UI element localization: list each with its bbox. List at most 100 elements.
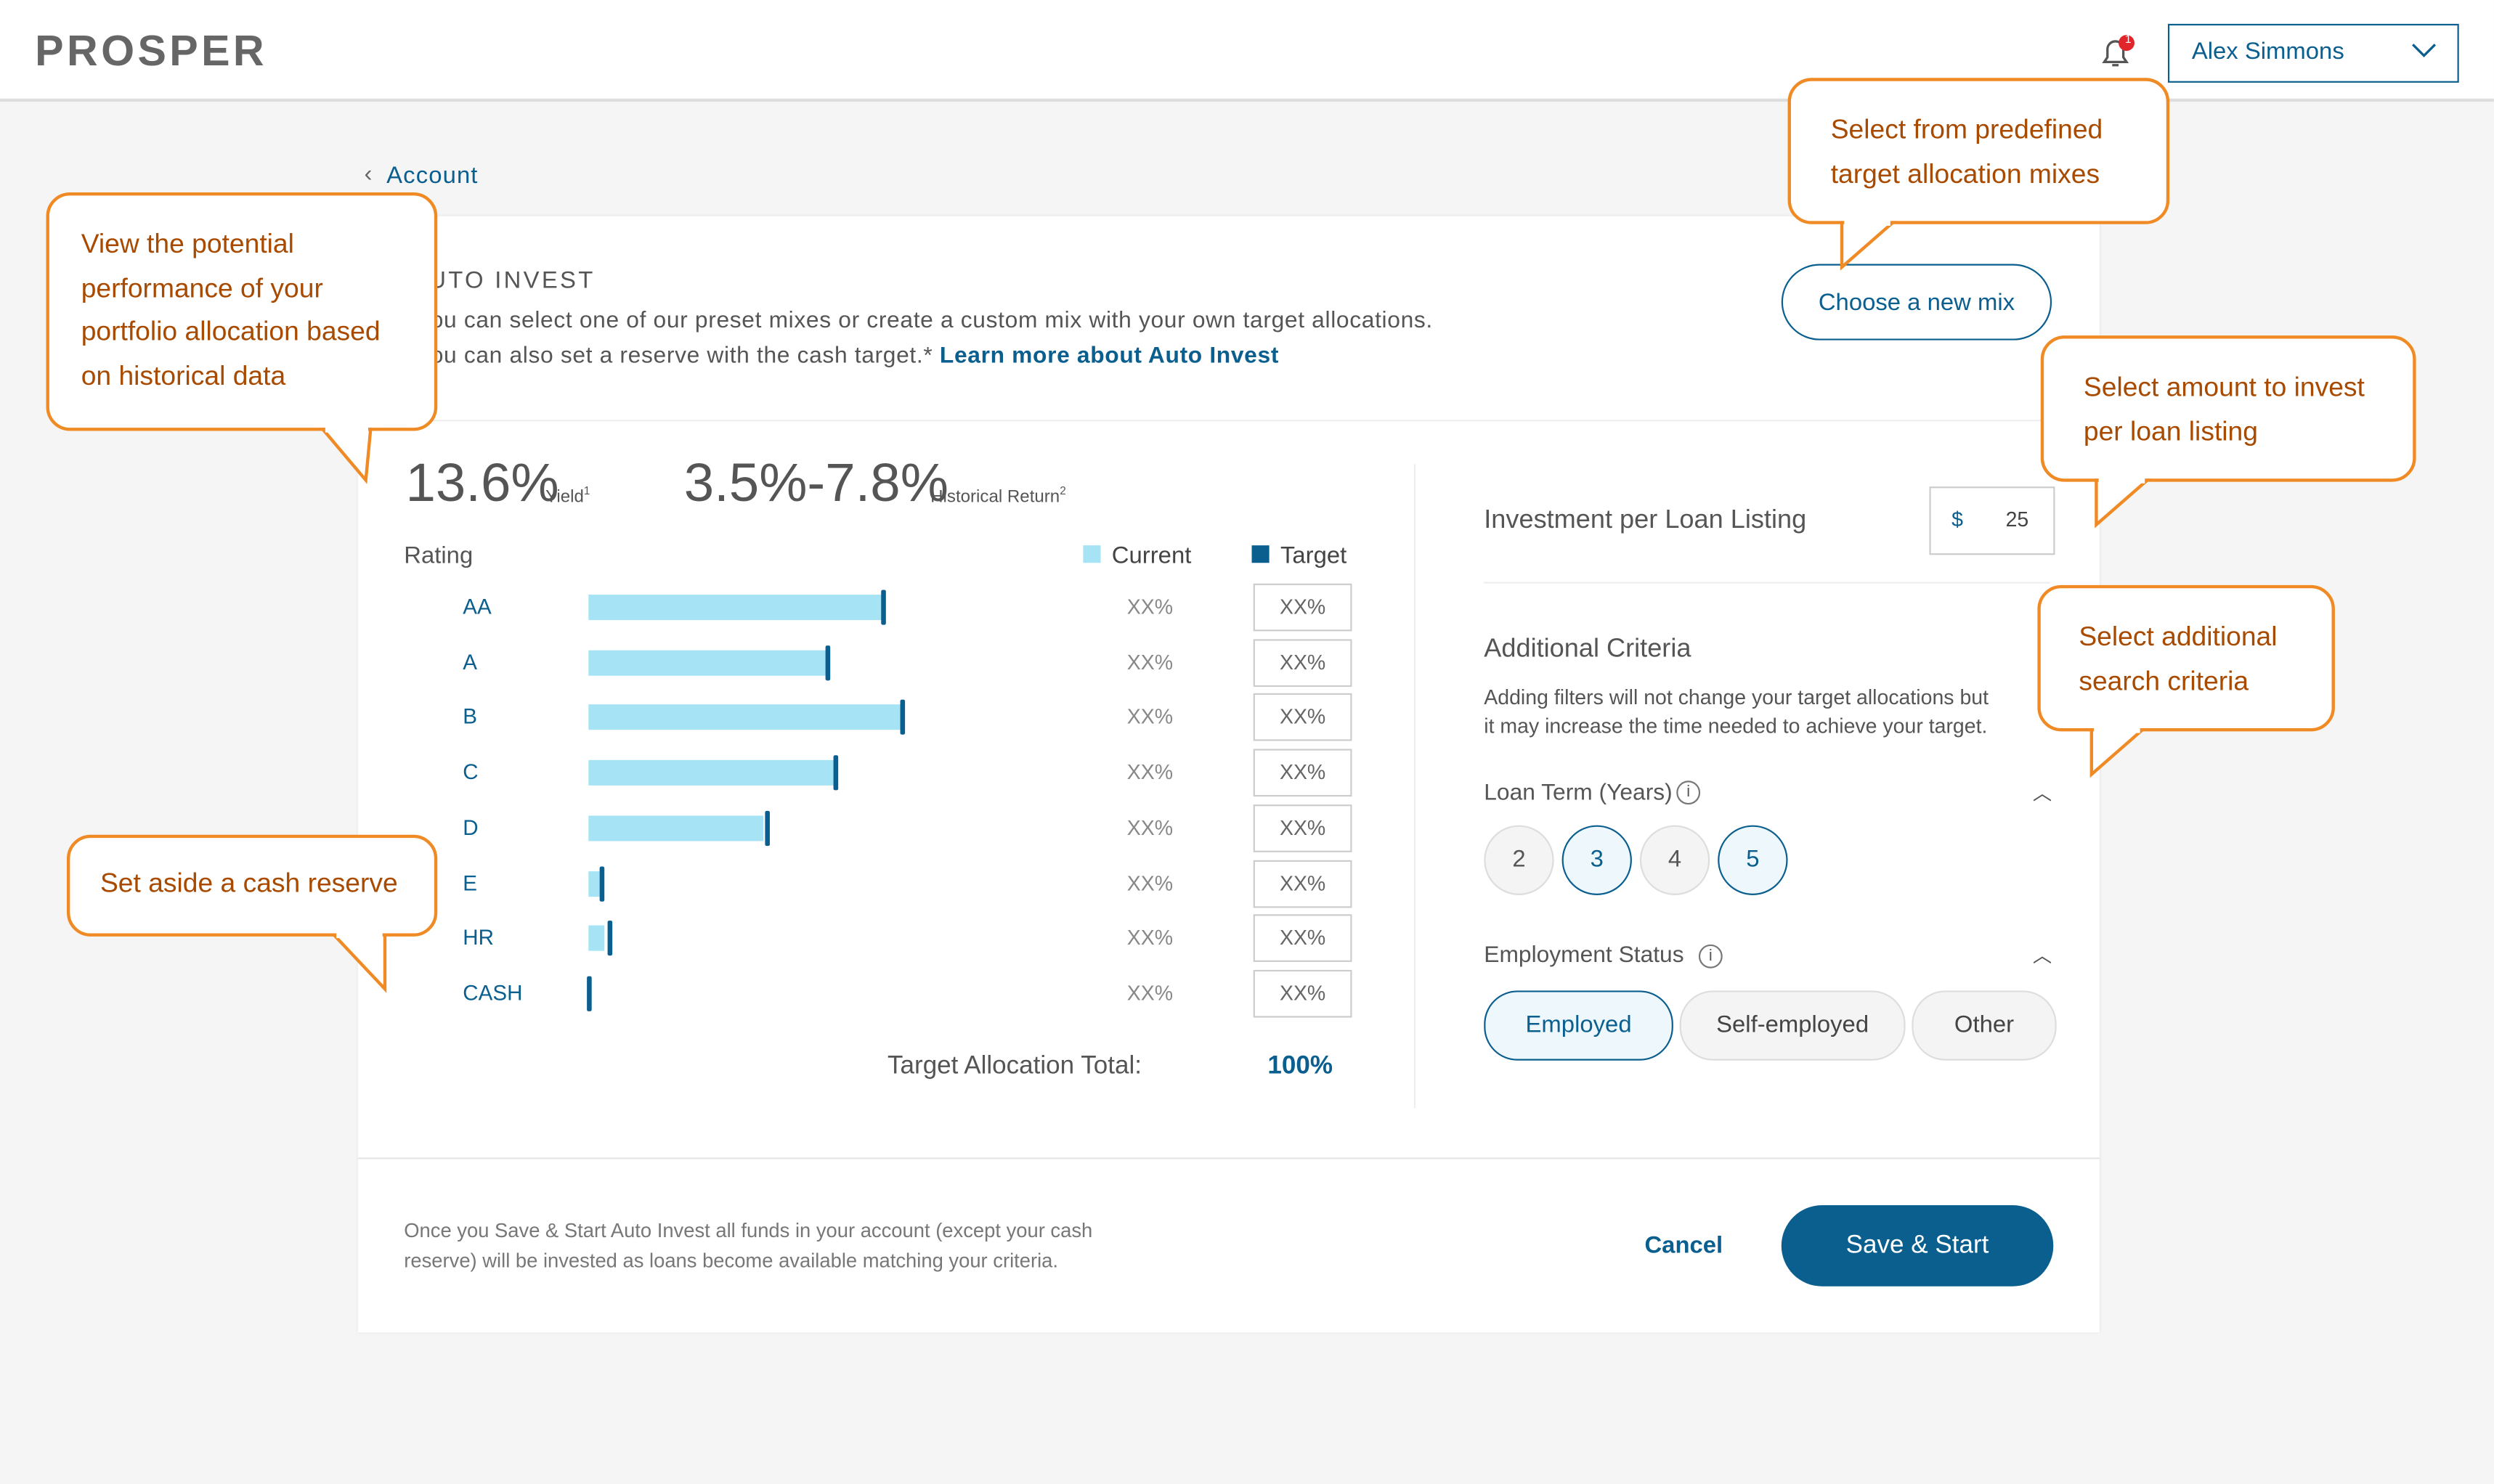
rating-label: E <box>463 871 478 894</box>
target-marker <box>899 700 905 735</box>
current-percent: XX% <box>1126 595 1174 619</box>
total-value: 100% <box>1267 1052 1333 1080</box>
target-input[interactable]: XX% <box>1253 749 1352 797</box>
callout-shape <box>2037 584 2335 732</box>
return-label: Historical Return <box>930 487 1060 507</box>
target-input[interactable]: XX% <box>1253 638 1352 687</box>
rating-label: CASH <box>463 980 523 1005</box>
rating-label: C <box>463 760 479 784</box>
learn-more-link[interactable]: Learn more about Auto Invest <box>939 343 1280 370</box>
current-percent: XX% <box>1126 815 1174 839</box>
divider <box>357 1157 2100 1159</box>
description: You can select one of our preset mixes o… <box>416 308 1433 334</box>
current-bar <box>588 705 902 731</box>
cancel-button[interactable]: Cancel <box>1644 1232 1723 1260</box>
rating-label: A <box>463 650 478 674</box>
callout-text: Select additional <box>2079 621 2278 652</box>
callout-shape <box>1787 78 2170 224</box>
target-input[interactable]: XX% <box>1253 914 1352 963</box>
target-marker <box>832 755 838 791</box>
callout-shape <box>46 192 438 431</box>
current-percent: XX% <box>1126 871 1174 894</box>
yield-label: Yield <box>545 487 584 507</box>
target-marker <box>606 921 612 956</box>
callout-shape <box>1840 221 1897 271</box>
footnote: 2 <box>1060 486 1066 498</box>
current-bar <box>588 760 835 786</box>
callout-text: performance of your <box>81 272 323 303</box>
callout-shape <box>2089 728 2147 778</box>
employment-option[interactable]: Other <box>1912 990 2057 1061</box>
rating-label: B <box>463 705 478 729</box>
description: You can also set a reserve with the cash… <box>417 343 1279 369</box>
return-label: Historical Return2 <box>930 486 1066 507</box>
target-marker <box>598 865 604 901</box>
save-button[interactable]: Save & Start <box>1781 1205 2054 1287</box>
bell-icon[interactable] <box>2096 32 2137 73</box>
loan-term-option[interactable]: 2 <box>1484 825 1554 895</box>
dropdown-chevron <box>2412 44 2437 57</box>
callout-text: View the potential <box>81 229 294 259</box>
collapse-caret[interactable]: ︿ <box>2032 782 2052 805</box>
current-percent: XX% <box>1126 650 1174 674</box>
divider <box>1413 464 1416 1109</box>
yield-label: Yield1 <box>545 486 590 507</box>
rating-label: AA <box>463 595 492 619</box>
callout-text: Set aside a cash reserve <box>99 868 398 899</box>
rating-label: D <box>463 815 479 839</box>
callout-text: Select amount to invest <box>2083 372 2365 403</box>
criteria-description: Adding filters will not change your targ… <box>1484 685 1989 709</box>
legend-swatch <box>1083 545 1101 563</box>
target-input[interactable]: XX% <box>1253 859 1352 908</box>
top-bar <box>0 0 2494 102</box>
callout-shape <box>319 428 373 484</box>
loan-term-label: Loan Term (Years) <box>1484 780 1673 807</box>
total-label: Target Allocation Total: <box>887 1052 1142 1080</box>
target-input[interactable]: XX% <box>1253 583 1352 632</box>
loan-term-option[interactable]: 5 <box>1718 825 1788 895</box>
target-input[interactable]: XX% <box>1253 969 1352 1018</box>
callout-text: portfolio allocation based <box>81 316 381 347</box>
logo: PROSPER <box>35 27 268 75</box>
current-percent: XX% <box>1126 925 1174 950</box>
choose-mix-button[interactable]: Choose a new mix <box>1781 264 2052 341</box>
rating-header: Rating <box>404 542 474 570</box>
target-marker <box>824 645 830 680</box>
notification-count: 1 <box>2124 35 2132 46</box>
target-input[interactable]: XX% <box>1253 804 1352 852</box>
info-icon[interactable]: i <box>1676 780 1701 805</box>
current-percent: XX% <box>1126 980 1174 1005</box>
yield-value: 13.6% <box>405 453 559 514</box>
current-bar <box>588 595 883 621</box>
current-bar <box>588 925 605 952</box>
breadcrumb[interactable]: Account <box>386 162 479 189</box>
employment-option[interactable]: Employed <box>1484 990 1673 1061</box>
callout-text: search criteria <box>2079 665 2249 696</box>
info-icon[interactable]: i <box>1698 944 1723 969</box>
return-value: 3.5%-7.8% <box>683 453 949 514</box>
user-name: Alex Simmons <box>2191 38 2344 65</box>
user-menu[interactable] <box>2167 23 2459 83</box>
loan-term-option[interactable]: 4 <box>1639 825 1710 895</box>
element <box>2119 35 2134 52</box>
callout-shape <box>66 834 438 937</box>
rating-label: HR <box>463 925 494 950</box>
target-input[interactable]: XX% <box>1253 693 1352 742</box>
loan-term-option[interactable]: 3 <box>1561 825 1632 895</box>
target-marker <box>764 810 769 846</box>
callout-shape <box>2040 335 2416 482</box>
section-title: AUTO INVEST <box>410 266 596 295</box>
employment-option[interactable]: Self-employed <box>1679 990 1906 1061</box>
target-marker <box>880 590 885 625</box>
amount: 25 <box>2005 507 2029 531</box>
currency: $ <box>1951 507 1963 531</box>
investment-label: Investment per Loan Listing <box>1484 505 1807 534</box>
criteria-description: it may increase the time needed to achie… <box>1484 714 1988 738</box>
divider <box>1484 582 2050 584</box>
criteria-title: Additional Criteria <box>1484 634 1691 664</box>
collapse-caret[interactable]: ︿ <box>2032 944 2052 967</box>
amount-input[interactable] <box>1929 486 2055 555</box>
